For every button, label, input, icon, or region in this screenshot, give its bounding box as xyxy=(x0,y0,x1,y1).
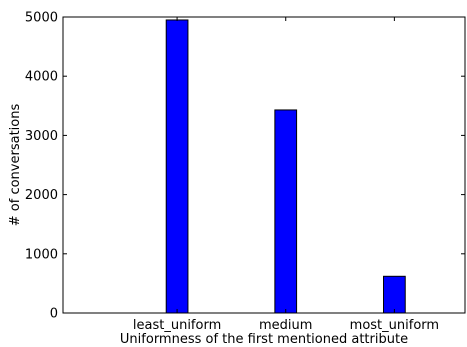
x-axis: least_uniform medium most_uniform xyxy=(133,17,439,333)
x-axis-label: Uniformness of the first mentioned attri… xyxy=(120,332,408,347)
x-tick-label: least_uniform xyxy=(133,318,221,333)
y-tick-label: 4000 xyxy=(25,70,58,85)
y-tick-label: 2000 xyxy=(25,188,58,203)
x-tick-label: most_uniform xyxy=(350,318,439,333)
y-tick-label: 0 xyxy=(50,307,58,322)
y-axis-label: # of conversations xyxy=(8,104,23,227)
y-tick-label: 5000 xyxy=(25,11,58,26)
bar-least_uniform xyxy=(165,19,189,314)
y-tick-label: 3000 xyxy=(25,129,58,144)
bar-most_uniform xyxy=(383,275,406,314)
y-axis: 0 1000 2000 3000 4000 5000 xyxy=(25,11,465,322)
bars-group xyxy=(63,19,465,314)
x-tick-label: medium xyxy=(259,318,312,333)
plot-frame xyxy=(62,16,466,314)
bar-medium xyxy=(274,109,298,314)
y-tick-label: 1000 xyxy=(25,247,58,262)
